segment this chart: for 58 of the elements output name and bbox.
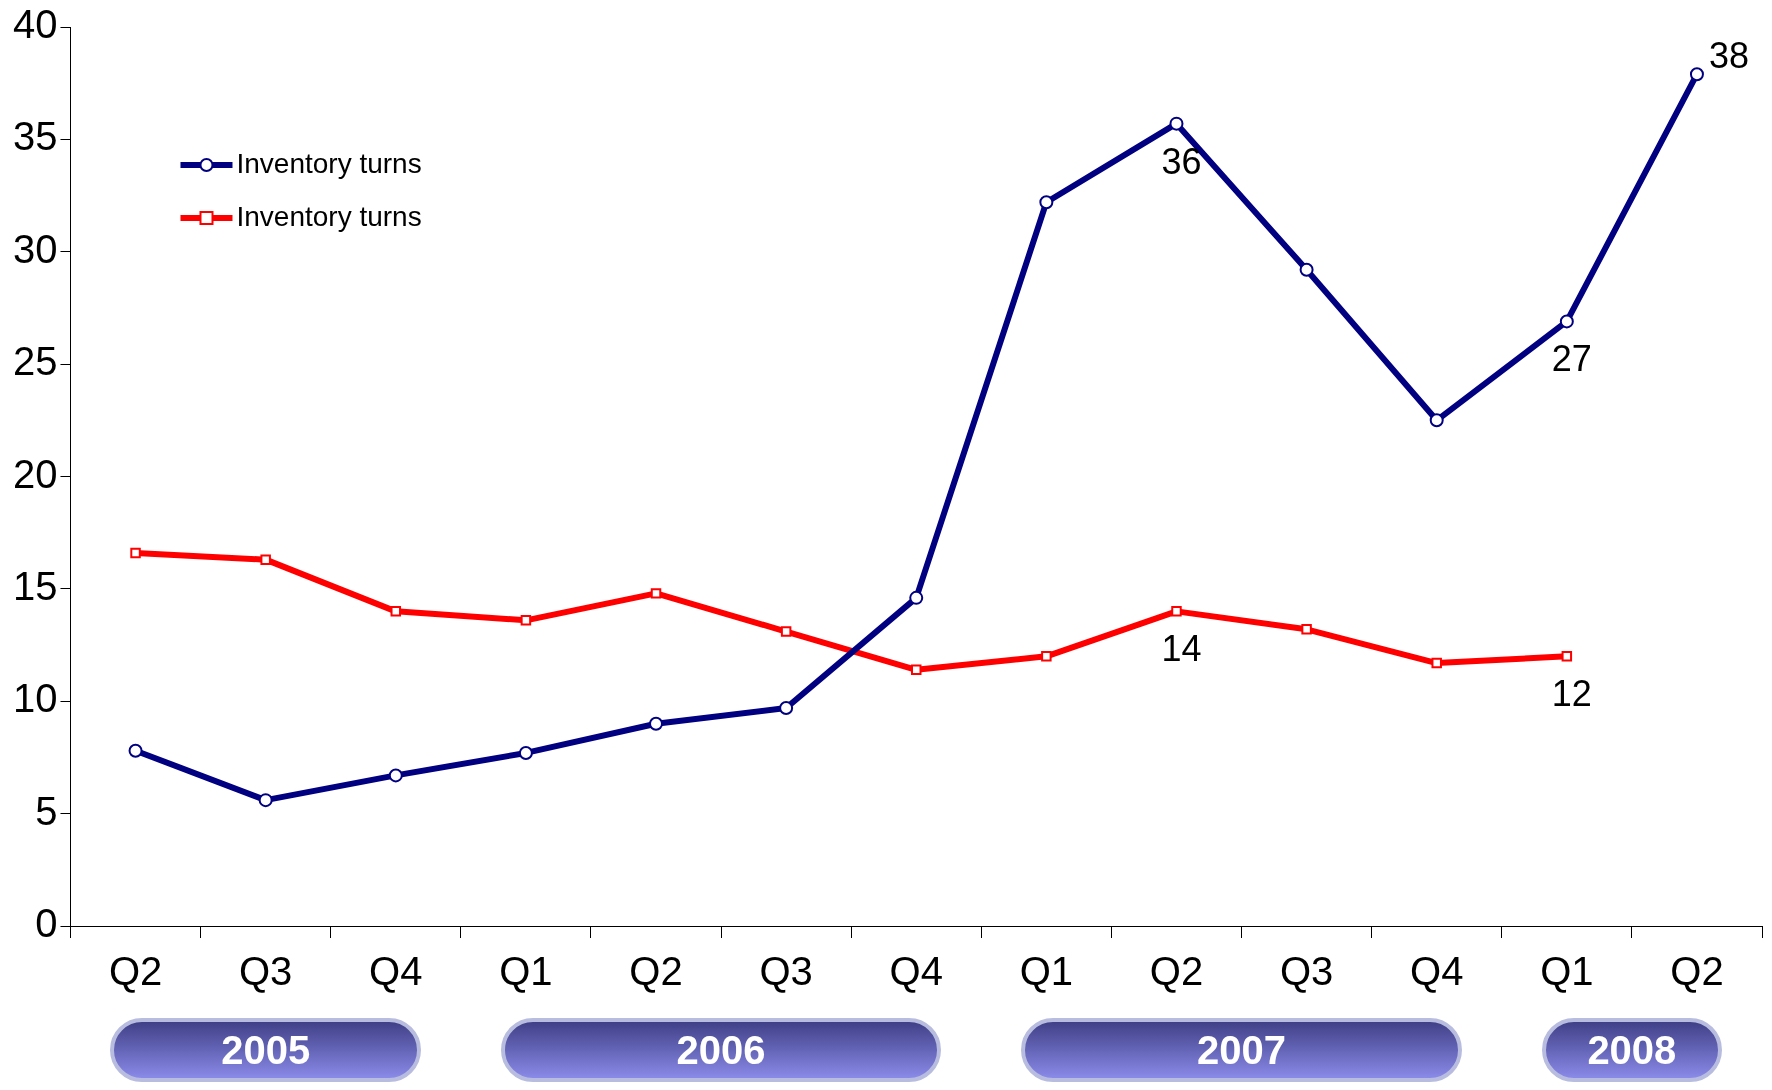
point [128, 743, 143, 758]
y-tick-label: 30 [12, 226, 58, 271]
y-tick-label: 20 [12, 451, 58, 496]
y-tick-label: 15 [12, 563, 58, 608]
year-badge: 2005 [110, 1018, 421, 1082]
x-tick-label: Q4 [369, 949, 423, 994]
x-tick-label: Q1 [1540, 949, 1594, 994]
legend-label: Inventory turns [236, 200, 422, 232]
year-badge: 2008 [1541, 1018, 1722, 1082]
data-label: 38 [1708, 35, 1749, 77]
point [518, 745, 533, 760]
point [909, 590, 924, 605]
data-label: 12 [1551, 673, 1592, 715]
year-badge: 2006 [500, 1018, 942, 1082]
point [260, 554, 271, 565]
y-tick-label: 25 [12, 339, 58, 384]
point [1301, 624, 1312, 635]
x-tick-label: Q1 [499, 949, 553, 994]
x-tick-label: Q2 [1670, 949, 1724, 994]
point [1689, 67, 1704, 82]
data-label: 27 [1551, 338, 1592, 380]
point [780, 626, 792, 637]
y-tick-label: 5 [35, 788, 58, 833]
x-tick-label: Q3 [1279, 949, 1334, 994]
year-badge: 2007 [1021, 1018, 1462, 1082]
point [130, 547, 141, 559]
x-tick-label: Q2 [108, 949, 163, 994]
point [1039, 195, 1054, 210]
point [779, 700, 794, 715]
x-tick-label: Q2 [1149, 949, 1204, 994]
x-tick-label: Q1 [1019, 949, 1074, 994]
point [1169, 116, 1184, 131]
x-tick-label: Q2 [629, 949, 683, 994]
x-tick-label: Q4 [1410, 949, 1464, 994]
point [1431, 657, 1442, 669]
point [1561, 651, 1573, 662]
point [258, 793, 273, 808]
y-tick-label: 35 [12, 114, 58, 159]
point [1429, 413, 1444, 428]
point [1041, 651, 1052, 662]
x-tick-label: Q3 [238, 949, 293, 994]
legend-label: Inventory turns [236, 147, 422, 179]
point [650, 588, 662, 599]
point [388, 768, 403, 783]
point [1171, 606, 1182, 617]
point [649, 716, 664, 731]
y-tick-label: 40 [12, 2, 58, 47]
x-tick-label: Q3 [759, 949, 813, 994]
y-tick-label: 10 [12, 676, 58, 721]
x-tick-label: Q4 [889, 949, 943, 994]
point [911, 664, 922, 676]
point [390, 606, 402, 617]
data-label: 14 [1161, 628, 1202, 670]
y-tick-label: 0 [35, 901, 58, 946]
point [520, 615, 532, 626]
data-label: 36 [1161, 140, 1202, 182]
point [1559, 314, 1574, 329]
point [1299, 262, 1314, 277]
